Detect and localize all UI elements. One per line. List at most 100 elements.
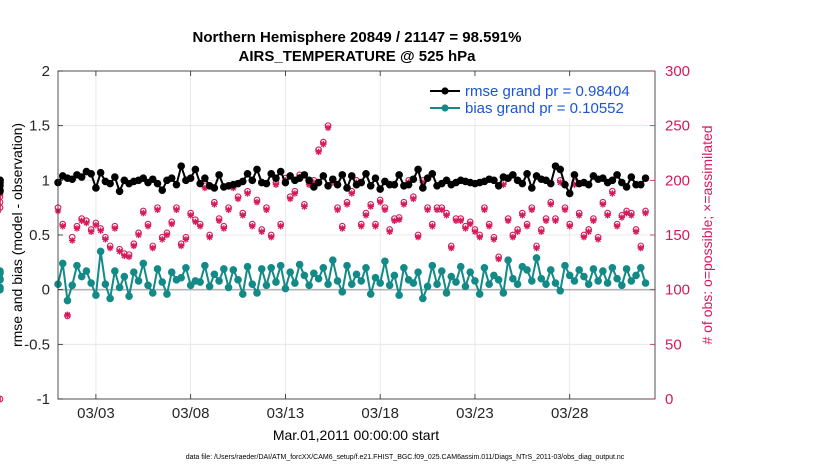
obs-assimilated-point	[495, 255, 502, 263]
rmse-point	[333, 180, 342, 189]
bias-point	[357, 277, 366, 285]
bias-point	[73, 261, 81, 270]
bias-point	[437, 267, 446, 275]
bias-point	[224, 283, 233, 292]
obs-assimilated-point	[400, 201, 408, 208]
bias-point	[504, 256, 512, 264]
y2-tick-label: 300	[665, 63, 690, 80]
obs-assimilated-point	[249, 223, 256, 230]
rmse-point	[300, 171, 309, 179]
bias-point	[513, 280, 522, 289]
obs-assimilated-point	[116, 248, 123, 255]
bias-point	[229, 266, 238, 274]
bias-point	[310, 269, 318, 278]
bias-point	[618, 281, 626, 290]
bias-point	[243, 262, 252, 271]
rmse-point	[627, 173, 636, 181]
bias-point	[177, 273, 185, 282]
rmse-point	[158, 186, 167, 194]
obs-assimilated-point	[334, 206, 341, 214]
obs-possible-point	[0, 204, 4, 212]
obs-assimilated-point	[196, 223, 204, 230]
rmse-point	[366, 182, 375, 190]
y2-tick-label: 150	[665, 227, 690, 244]
rmse-point	[215, 171, 223, 179]
obs-assimilated-point	[623, 209, 630, 217]
rmse-point	[167, 174, 176, 182]
rmse-point	[87, 169, 95, 178]
bias-point	[276, 261, 285, 270]
rmse-point	[442, 176, 451, 185]
x-tick-label: 03/13	[267, 405, 305, 422]
legend-rmse-label: rmse grand pr = 0.98404	[465, 83, 630, 100]
rmse-point	[106, 179, 114, 188]
rmse-point	[599, 174, 607, 182]
obs-assimilated-point	[528, 206, 536, 214]
y-axis-left: -1 -0.5 0 0.5 1 1.5 2	[24, 63, 63, 408]
bias-point	[329, 256, 337, 264]
obs-assimilated-point	[324, 124, 332, 132]
rmse-point	[272, 174, 280, 182]
rmse-point	[139, 174, 148, 182]
y2-tick-label: 100	[665, 282, 690, 299]
bias-point	[409, 279, 418, 287]
obs-assimilated-point	[358, 223, 365, 230]
rmse-point	[238, 177, 247, 186]
obs-assimilated-point	[343, 201, 351, 208]
bias-point	[400, 264, 408, 272]
bias-point	[475, 290, 484, 298]
rmse-point	[518, 179, 527, 188]
y2-tick-label: 250	[665, 118, 690, 135]
obs-assimilated-point	[125, 253, 133, 261]
bias-point	[281, 284, 290, 293]
rmse-point	[324, 182, 332, 190]
bias-point	[201, 261, 209, 270]
obs-assimilated-point	[448, 244, 455, 252]
bias-point	[395, 291, 403, 299]
rmse-point	[494, 182, 503, 190]
bias-point	[362, 264, 370, 272]
bias-point	[461, 282, 470, 291]
rmse-point	[523, 169, 531, 178]
obs-assimilated-point	[538, 228, 545, 235]
rmse-point	[490, 176, 498, 185]
obs-assimilated-point	[481, 206, 488, 214]
rmse-point	[96, 168, 105, 177]
obs-assimilated-point	[168, 220, 175, 228]
rmse-point	[153, 179, 162, 188]
rmse-point	[419, 184, 427, 192]
bias-point	[58, 259, 67, 268]
bias-point	[115, 283, 124, 292]
rmse-point	[618, 178, 626, 187]
bias-point	[608, 264, 617, 272]
bias-point	[565, 271, 574, 280]
x-axis: 03/03 03/08 03/13 03/18 03/23 03/28	[77, 71, 588, 422]
bias-point	[556, 286, 565, 295]
rmse-point	[305, 176, 313, 185]
x-tick-label: 03/08	[172, 405, 210, 422]
obs-assimilated-point	[320, 141, 327, 148]
plot-area	[0, 70, 656, 403]
bias-point	[347, 280, 356, 289]
x-axis-label: Mar.01,2011 00:00:00 start	[273, 427, 439, 443]
rmse-point	[191, 165, 200, 174]
rmse-point	[423, 174, 432, 182]
y2-tick-label: 200	[665, 172, 690, 189]
bias-point	[272, 278, 280, 286]
rmse-point	[148, 175, 157, 184]
obs-assimilated-point	[64, 311, 71, 319]
obs-assimilated-point	[339, 225, 346, 232]
obs-assimilated-point	[561, 206, 569, 214]
chart-title: Northern Hemisphere 20849 / 21147 = 98.5…	[193, 29, 522, 46]
rmse-point	[584, 180, 593, 189]
obs-assimilated-point	[154, 206, 161, 214]
bias-point	[485, 280, 493, 289]
bias-point	[253, 289, 261, 297]
rmse-point	[347, 172, 356, 180]
bias-point	[390, 271, 399, 280]
obs-assimilated-point	[628, 212, 635, 219]
rmse-series	[0, 162, 650, 198]
obs-assimilated-point	[590, 217, 597, 224]
rmse-point	[210, 184, 219, 192]
bias-point	[262, 281, 271, 290]
